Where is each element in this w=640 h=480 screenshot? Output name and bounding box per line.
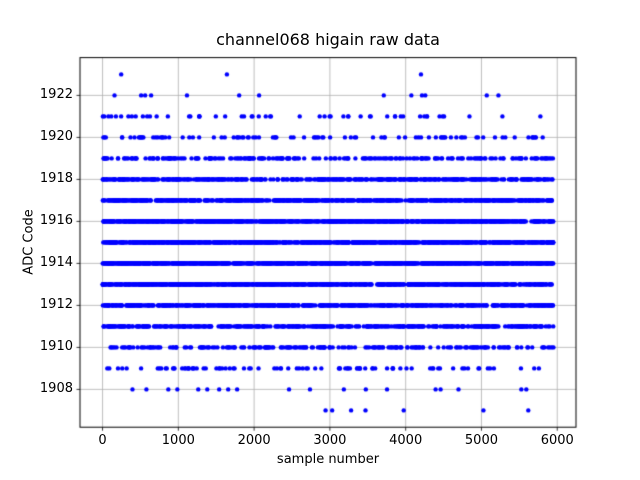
chart-title: channel068 higain raw data: [216, 30, 440, 49]
y-tick-label: 1908: [39, 381, 73, 397]
x-tick-label: 6000: [540, 433, 574, 449]
x-tick-label: 1000: [161, 433, 195, 449]
y-tick-label: 1910: [39, 339, 73, 355]
x-tick-label: 4000: [389, 433, 423, 449]
y-tick-label: 1914: [39, 255, 73, 271]
x-tick-label: 2000: [237, 433, 271, 449]
y-tick-label: 1922: [39, 87, 73, 103]
x-tick-label: 0: [98, 433, 107, 449]
x-tick-label: 3000: [313, 433, 347, 449]
x-tick-label: 5000: [464, 433, 498, 449]
y-tick-label: 1920: [39, 129, 73, 145]
y-tick-label: 1916: [39, 213, 73, 229]
y-tick-label: 1918: [39, 171, 73, 187]
y-tick-label: 1912: [39, 297, 73, 313]
x-axis-label: sample number: [276, 452, 380, 467]
